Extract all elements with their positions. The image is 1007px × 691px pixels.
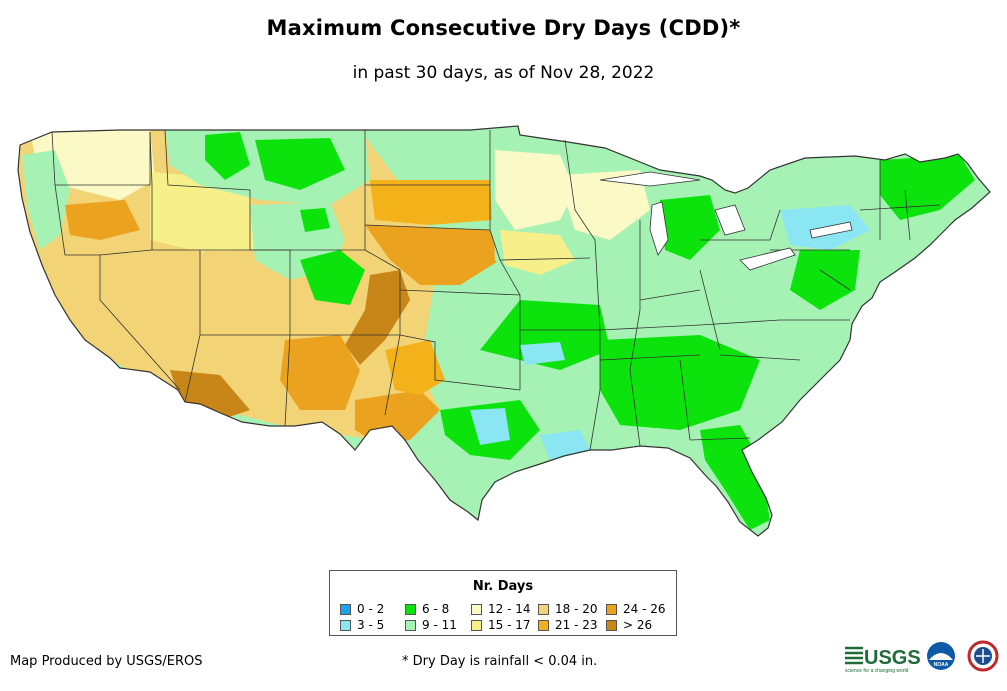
legend-swatch-15-17 (471, 620, 482, 631)
region-montana-6-8-a (205, 132, 250, 180)
region-texas-21-23 (385, 340, 445, 395)
legend-item-24-26: 24 - 26 (606, 602, 666, 616)
usgs-logo: USGS science for a changing world (845, 646, 921, 674)
region-oregon-24-26 (65, 200, 140, 240)
legend-label-21-23: 21 - 23 (555, 618, 598, 632)
legend-swatch-9-11 (405, 620, 416, 631)
usgs-wave-icon (845, 646, 863, 665)
cdd-regions (18, 126, 990, 536)
map-title: Maximum Consecutive Dry Days (CDD)* (266, 16, 741, 40)
map-subtitle: in past 30 days, as of Nov 28, 2022 (352, 63, 655, 83)
legend-swatch-12-14 (471, 604, 482, 615)
region-coast-9-11 (22, 150, 70, 250)
region-new-mexico-24-26 (280, 335, 360, 410)
region-utah-18-20 (200, 250, 255, 325)
lake-erie (739, 247, 796, 271)
region-minnesota-12-14 (495, 150, 575, 230)
lake-ontario (809, 221, 853, 239)
legend-label-6-8: 6 - 8 (422, 602, 450, 616)
region-front-range-over-26 (345, 270, 410, 365)
nws-tornado-icon (976, 649, 990, 663)
noaa-bird-icon (929, 653, 953, 660)
region-montana-6-8-b (255, 138, 345, 190)
region-nevada-18-20 (100, 250, 205, 340)
great-lakes (599, 171, 853, 271)
legend-swatch-3-5 (340, 620, 351, 631)
region-dakotas-21-23 (370, 180, 492, 225)
legend-label-9-11: 9 - 11 (422, 618, 457, 632)
region-wyoming-6-8 (300, 208, 330, 232)
legend-item-0-2: 0 - 2 (340, 602, 384, 616)
footnote-text: * Dry Day is rainfall < 0.04 in. (402, 654, 598, 669)
region-iowa-15-17 (500, 230, 575, 275)
legend-label-24-26: 24 - 26 (623, 602, 666, 616)
usgs-tagline: science for a changing world (845, 668, 909, 674)
legend-swatch-over-26 (606, 620, 617, 631)
us-map-svg (17, 125, 991, 537)
legend-swatch-6-8 (405, 604, 416, 615)
noaa-logo-text: NOAA (934, 662, 949, 668)
legend-item-18-20: 18 - 20 (538, 602, 598, 616)
legend-swatch-24-26 (606, 604, 617, 615)
legend-item-15-17: 15 - 17 (471, 618, 531, 632)
legend-item-21-23: 21 - 23 (538, 618, 598, 632)
region-michigan-6-8 (660, 195, 720, 260)
region-colorado-6-8 (300, 250, 365, 305)
region-maine-6-8 (880, 155, 975, 220)
noaa-logo: NOAA (927, 642, 955, 670)
legend-swatch-21-23 (538, 620, 549, 631)
region-nebraska-24-26 (365, 225, 500, 285)
legend-title: Nr. Days (472, 579, 534, 594)
legend-label-0-2: 0 - 2 (357, 602, 385, 616)
lake-superior (599, 171, 701, 187)
region-texas-3-5 (470, 408, 510, 445)
us-map (0, 110, 1007, 550)
legend-item-3-5: 3 - 5 (340, 618, 384, 632)
region-arkansas-3-5 (520, 342, 565, 365)
region-southeast-6-8 (600, 335, 760, 430)
region-ozarks-6-8 (480, 300, 610, 370)
lake-huron (714, 204, 746, 236)
legend-label-18-20: 18 - 20 (555, 602, 598, 616)
legend-label-12-14: 12 - 14 (488, 602, 531, 616)
lake-michigan (649, 201, 669, 256)
credit-text: Map Produced by USGS/EROS (10, 654, 203, 669)
state-boundaries (51, 129, 941, 451)
legend-label-3-5: 3 - 5 (357, 618, 385, 632)
usgs-logo-text: USGS (864, 647, 921, 669)
region-arizona-over-26 (170, 370, 250, 420)
legend-item-9-11: 9 - 11 (405, 618, 457, 632)
logos-svg: USGS science for a changing world NOAA (845, 640, 999, 674)
legend-swatch-0-2 (340, 604, 351, 615)
legend-swatch-18-20 (538, 604, 549, 615)
agency-logos: USGS science for a changing world NOAA (843, 638, 1003, 678)
legend: Nr. Days 0 - 2 3 - 5 6 - 8 9 - 11 12 - 1… (329, 570, 677, 636)
legend-item-6-8: 6 - 8 (405, 602, 449, 616)
legend-item-12-14: 12 - 14 (471, 602, 531, 616)
region-wisconsin-12-14 (560, 170, 650, 240)
legend-label-15-17: 15 - 17 (488, 618, 531, 632)
nws-logo (967, 640, 999, 672)
region-mid-atlantic-6-8 (790, 250, 860, 310)
legend-item-over-26: > 26 (606, 618, 652, 632)
legend-label-over-26: > 26 (623, 618, 653, 632)
